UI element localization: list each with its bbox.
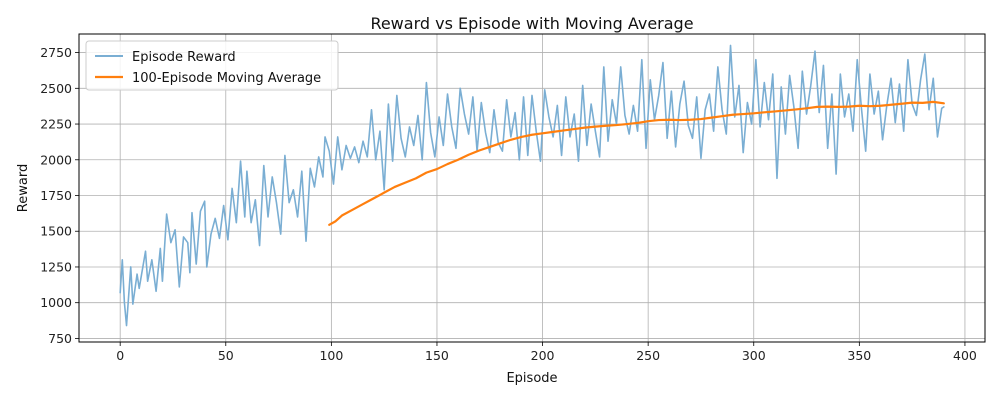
legend-label-episode-reward: Episode Reward — [132, 50, 236, 65]
x-tick-label: 300 — [742, 348, 766, 363]
y-tick-label: 2000 — [40, 152, 72, 167]
x-tick-label: 250 — [636, 348, 660, 363]
x-axis-label: Episode — [506, 371, 557, 386]
y-axis-label: Reward — [16, 164, 31, 212]
y-tick-label: 750 — [48, 331, 72, 346]
y-axis: 750 1000 1250 1500 1750 2000 2250 2500 2750 — [40, 45, 79, 346]
y-tick-label: 1750 — [40, 188, 72, 203]
x-tick-label: 150 — [425, 348, 449, 363]
x-tick-label: 0 — [116, 348, 124, 363]
legend: Episode Reward 100-Episode Moving Averag… — [85, 40, 339, 91]
chart-title: Reward vs Episode with Moving Average — [370, 14, 693, 33]
x-tick-label: 350 — [847, 348, 871, 363]
x-tick-label: 200 — [531, 348, 555, 363]
y-tick-label: 2500 — [40, 81, 72, 96]
x-tick-label: 400 — [953, 348, 977, 363]
x-axis: 0 50 100 150 200 250 300 350 400 — [116, 342, 977, 363]
x-tick-label: 50 — [218, 348, 234, 363]
y-tick-label: 1250 — [40, 259, 72, 274]
y-tick-label: 2750 — [40, 45, 72, 60]
x-tick-label: 100 — [319, 348, 343, 363]
plot-frame — [78, 33, 986, 343]
series-line-moving-average — [328, 100, 945, 226]
y-tick-label: 1000 — [40, 295, 72, 310]
series-line-episode-reward — [119, 44, 945, 327]
y-tick-label: 2250 — [40, 117, 72, 132]
legend-label-moving-average: 100-Episode Moving Average — [132, 71, 321, 86]
legend-box — [85, 40, 339, 91]
series-layer — [119, 44, 945, 327]
y-tick-label: 1500 — [40, 224, 72, 239]
